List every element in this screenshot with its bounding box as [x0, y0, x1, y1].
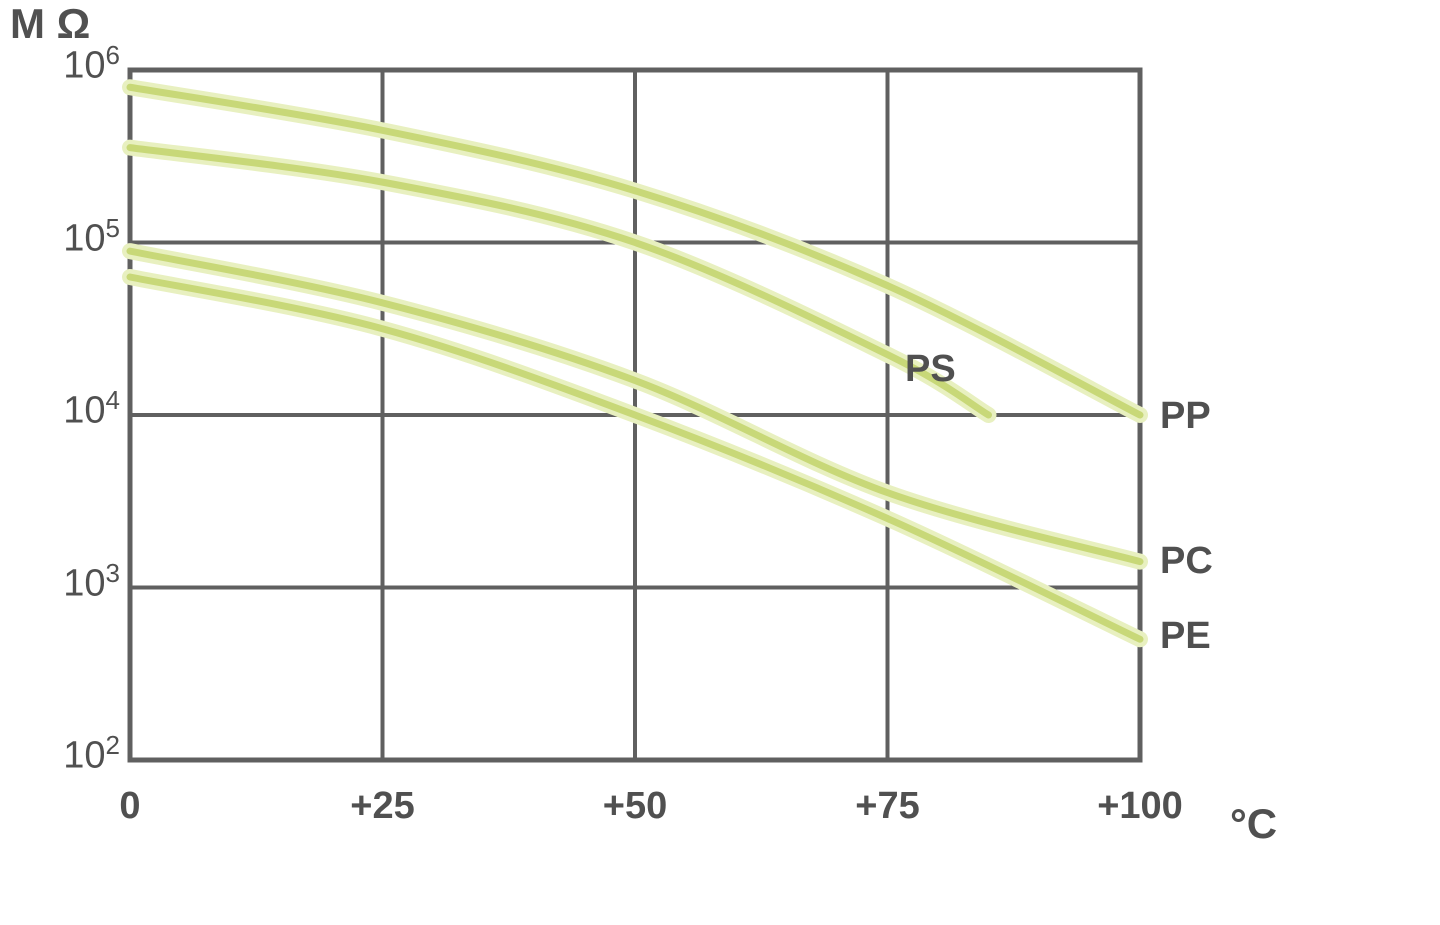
x-tick-label: +75	[828, 785, 948, 828]
y-tick-base: 10	[63, 735, 105, 777]
chart-container: M Ω °C 102103104105106 0+25+50+75+100 PS…	[0, 0, 1440, 925]
y-tick-base: 10	[63, 217, 105, 259]
x-tick-label: +50	[575, 785, 695, 828]
y-tick-exponent: 3	[106, 558, 120, 588]
series-label-pc: PC	[1160, 540, 1213, 583]
y-tick-base: 10	[63, 562, 105, 604]
y-tick-exponent: 5	[106, 213, 120, 243]
plot-area	[0, 0, 1440, 925]
y-tick-base: 10	[63, 390, 105, 432]
y-tick-label: 104	[15, 385, 120, 433]
series-label-ps: PS	[905, 348, 956, 391]
y-tick-label: 103	[15, 558, 120, 606]
series-label-pp: PP	[1160, 395, 1211, 438]
y-tick-exponent: 2	[106, 730, 120, 760]
y-tick-label: 105	[15, 213, 120, 261]
x-tick-label: 0	[70, 785, 190, 828]
y-tick-base: 10	[63, 45, 105, 87]
x-tick-label: +25	[323, 785, 443, 828]
y-tick-label: 106	[15, 40, 120, 88]
y-tick-label: 102	[15, 730, 120, 778]
x-tick-label: +100	[1080, 785, 1200, 828]
y-tick-exponent: 6	[106, 40, 120, 70]
series-label-pe: PE	[1160, 615, 1211, 658]
y-tick-exponent: 4	[106, 385, 120, 415]
